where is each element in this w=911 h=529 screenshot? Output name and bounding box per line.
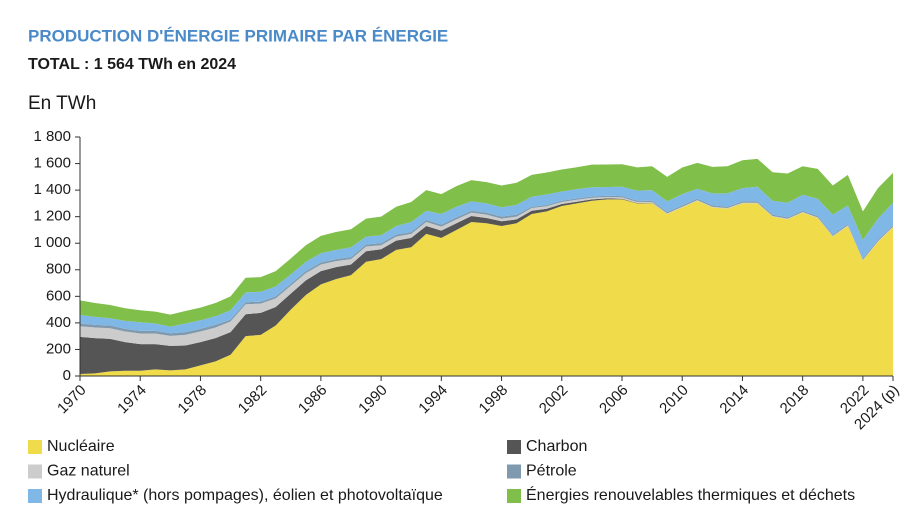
y-axis-label: En TWh [28,93,96,114]
y-tick-label: 400 [46,314,71,331]
y-tick-label: 1 400 [33,181,71,198]
y-tick-label: 800 [46,261,71,278]
area [80,186,893,334]
y-tick-label: 0 [63,367,71,384]
x-tick-label: 1998 [476,382,512,418]
chart-title: PRODUCTION D'ÉNERGIE PRIMAIRE PAR ÉNERGI… [28,26,448,45]
x-tick-label: 2006 [596,382,632,418]
legend-label: Énergies renouvelables thermiques et déc… [526,485,855,504]
y-tick-label: 1 600 [33,155,71,172]
x-tick-label: 1990 [355,382,391,418]
x-tick-label: 2014 [716,382,752,418]
y-tick-label: 1 800 [33,128,71,145]
x-tick-label: 1994 [415,382,451,418]
legend-label: Charbon [526,438,587,455]
area [80,198,893,375]
x-tick-label: 1970 [54,382,90,418]
chart-subtitle: TOTAL : 1 564 TWh en 2024 [28,56,236,73]
x-tick-label: 1978 [174,382,210,418]
x-tick-label: 1982 [235,382,271,418]
legend-swatch [28,489,42,503]
x-tick-label: 1986 [295,382,331,418]
x-tick-label: 1974 [114,382,150,418]
legend-swatch [28,464,42,479]
x-tick-label: 2010 [656,382,692,418]
legend-swatch [507,489,521,503]
area [80,158,893,327]
legend-swatch [28,440,42,454]
legend-label: Hydraulique* (hors pompages), éolien et … [47,487,443,504]
y-tick-label: 1 000 [33,234,71,251]
y-tick-label: 1 200 [33,208,71,225]
legend-swatch [507,464,521,479]
legend-label: Pétrole [526,463,577,480]
x-tick-label: 2018 [777,382,813,418]
legend-label: Gaz naturel [47,463,130,480]
legend-swatch [507,440,521,454]
legend-label: Nucléaire [47,438,115,455]
y-tick-label: 600 [46,287,71,304]
x-tick-label: 2002 [536,382,572,418]
y-tick-label: 200 [46,340,71,357]
area [80,199,893,376]
